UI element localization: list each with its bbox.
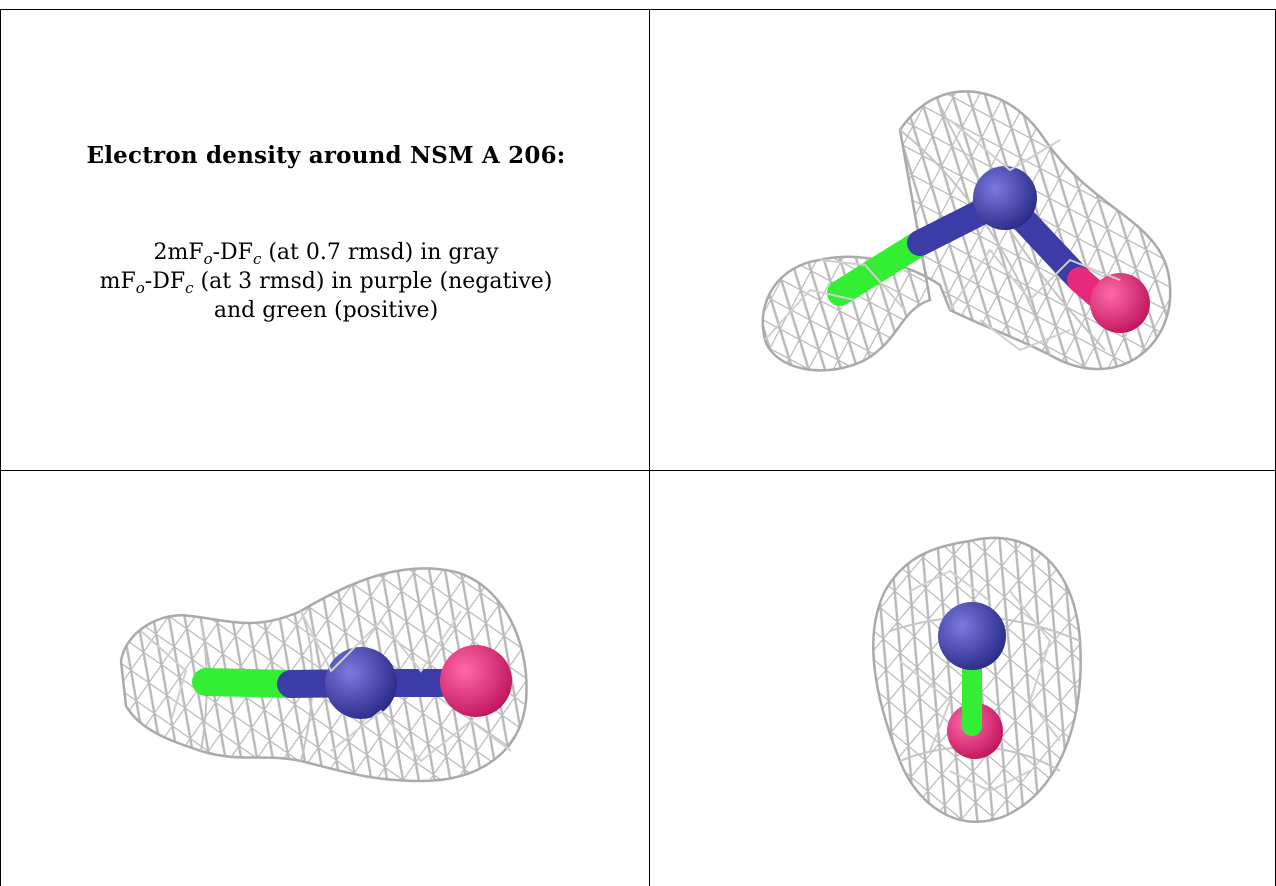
caption-cell: Electron density around NSM A 206: 2mFo-… [1, 10, 649, 470]
middle-vertical-divider [649, 9, 650, 886]
molecule-model [827, 166, 1150, 333]
density-image-side [119, 567, 528, 783]
left-border [0, 9, 1, 886]
mesh-overlay-lines [140, 610, 512, 763]
mesh-overlay-lines [764, 119, 1121, 352]
caption-line-mfo-dfc: mFo-DFc (at 3 rmsd) in purple (negative) [99, 269, 553, 297]
density-image-oblique [761, 90, 1172, 372]
caption-line-2mfo-dfc: 2mFo-DFc (at 0.7 rmsd) in gray [153, 240, 499, 268]
middle-horizontal-divider [0, 470, 1276, 471]
mesh-overlay-lines [899, 569, 1061, 793]
density-panel-oblique [650, 10, 1275, 470]
caption-title: Electron density around NSM A 206: [86, 142, 566, 169]
density-panel-side [1, 471, 649, 886]
top-border [0, 9, 1276, 10]
molecule-model [938, 602, 1006, 759]
molecule-model [192, 645, 512, 719]
density-panel-end-on [650, 471, 1275, 886]
density-image-end-on [872, 536, 1082, 823]
caption-line-green: and green (positive) [213, 298, 439, 323]
